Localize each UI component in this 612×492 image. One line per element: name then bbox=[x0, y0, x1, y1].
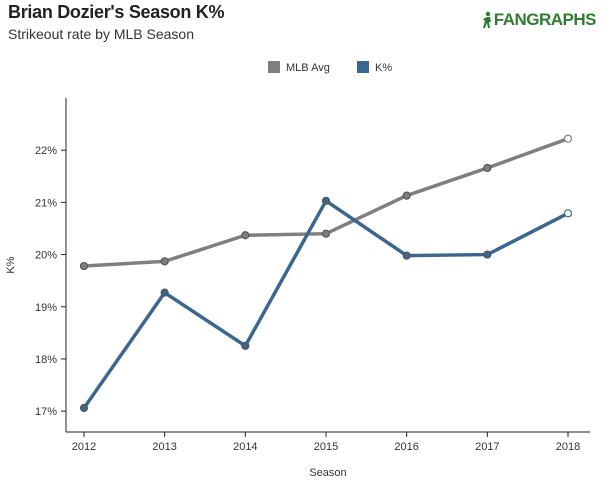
x-tick-label: 2014 bbox=[233, 441, 257, 453]
logo-text: FANGRAPHS bbox=[493, 10, 597, 29]
data-point bbox=[241, 231, 250, 240]
y-tick-label: 17% bbox=[35, 406, 57, 418]
data-point bbox=[241, 341, 250, 350]
x-tick-label: 2013 bbox=[152, 441, 176, 453]
data-point bbox=[483, 163, 492, 173]
legend-label: MLB Avg bbox=[286, 62, 330, 74]
x-tick-label: 2016 bbox=[394, 441, 418, 453]
data-point bbox=[79, 261, 89, 271]
chart-title: Brian Dozier's Season K% bbox=[8, 2, 225, 22]
x-axis-label: Season bbox=[309, 467, 346, 479]
x-tick-label: 2018 bbox=[556, 441, 580, 453]
legend-swatch bbox=[357, 61, 369, 73]
y-tick-label: 21% bbox=[35, 197, 57, 209]
y-tick-label: 22% bbox=[35, 145, 57, 157]
y-axis-label: K% bbox=[5, 256, 17, 273]
y-tick-label: 20% bbox=[35, 250, 57, 262]
x-tick-label: 2012 bbox=[72, 441, 96, 453]
data-point bbox=[563, 134, 573, 143]
x-tick-label: 2015 bbox=[314, 441, 338, 453]
y-tick-label: 18% bbox=[35, 354, 57, 366]
data-point bbox=[402, 251, 411, 260]
x-tick-label: 2017 bbox=[475, 441, 499, 453]
legend-label: K% bbox=[375, 62, 392, 74]
player-silhouette-icon bbox=[482, 11, 491, 28]
data-point bbox=[160, 257, 169, 266]
data-point bbox=[321, 229, 331, 238]
data-point bbox=[483, 250, 492, 259]
fangraphs-logo: FANGRAPHS bbox=[480, 10, 597, 30]
data-point bbox=[79, 403, 89, 413]
y-tick-label: 19% bbox=[35, 302, 57, 314]
legend-swatch bbox=[268, 61, 280, 73]
data-point bbox=[321, 196, 331, 205]
chart-subtitle: Strikeout rate by MLB Season bbox=[8, 26, 194, 42]
data-point bbox=[402, 191, 411, 200]
data-point bbox=[160, 288, 169, 297]
data-point bbox=[563, 209, 573, 218]
